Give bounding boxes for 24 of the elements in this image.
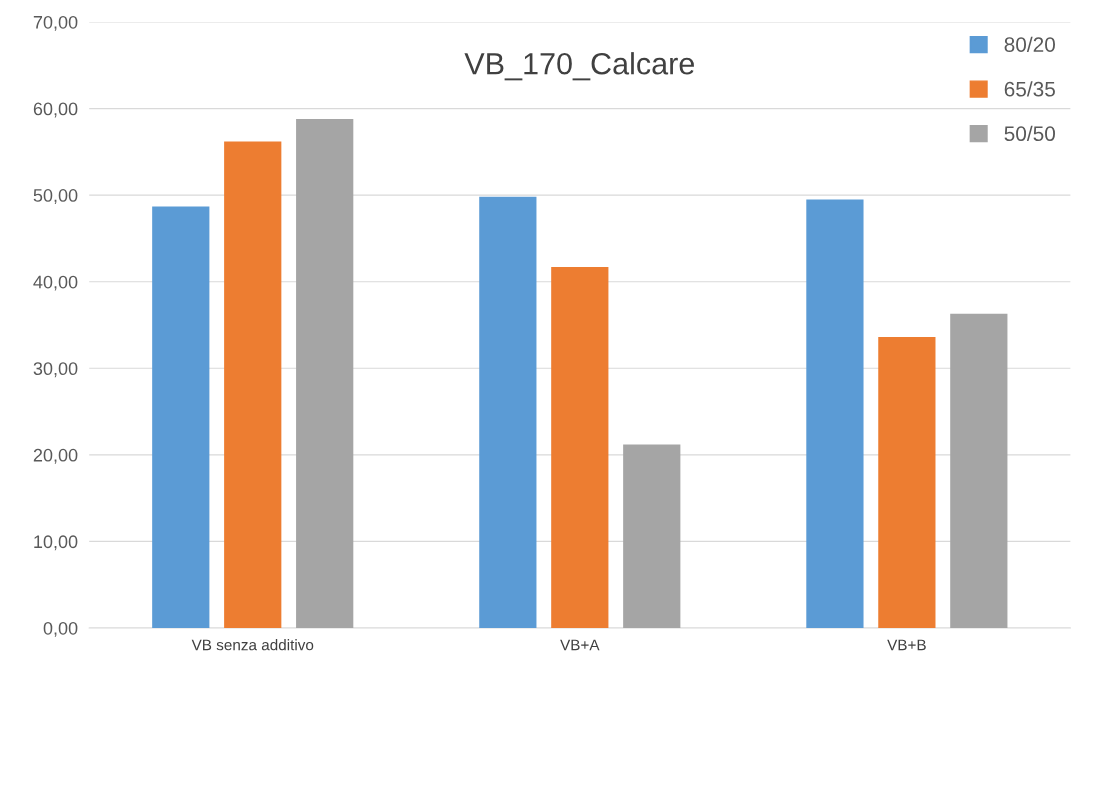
y-tick-label: 40,00 <box>33 275 78 291</box>
y-tick-label: 0,00 <box>43 621 78 637</box>
x-tick-label: VB+B <box>887 639 926 651</box>
x-tick-label: VB senza additivo <box>191 639 314 651</box>
y-tick-label: 30,00 <box>33 362 78 378</box>
legend-label: 80/20 <box>1004 36 1056 52</box>
bar <box>878 337 936 628</box>
bar <box>224 141 282 628</box>
text: VB_170_Calcare <box>464 52 694 81</box>
bar <box>152 206 210 628</box>
y-tick-label: 60,00 <box>33 102 78 118</box>
x-tick-label: VB+A <box>560 639 600 651</box>
y-tick-label: 10,00 <box>34 535 78 551</box>
bar <box>806 199 864 628</box>
legend-label: 65/35 <box>1004 81 1055 97</box>
y-tick-label: 20,00 <box>33 448 78 464</box>
bar <box>296 118 354 628</box>
y-tick-label: 50,00 <box>33 189 78 204</box>
legend-label: 50/50 <box>1004 125 1056 142</box>
bar <box>950 313 1008 628</box>
bar <box>479 196 537 628</box>
bar <box>551 267 609 628</box>
bar <box>623 444 681 628</box>
y-tick-label: 70,00 <box>33 15 78 31</box>
